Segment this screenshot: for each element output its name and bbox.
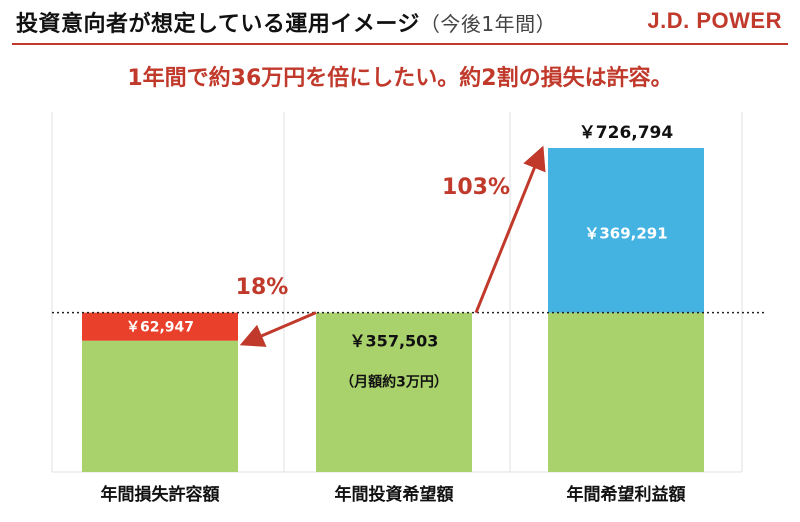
category-label-2: 年間希望利益額 [567, 484, 686, 505]
loss-arrow [239, 311, 317, 347]
category-label-1: 年間投資希望額 [335, 484, 454, 505]
title-main: 投資意向者が想定している運用イメージ [16, 12, 420, 37]
label-gain-pct: 103% [442, 175, 510, 200]
chart-subtitle: 1年間で約36万円を倍にしたい。約2割の損失は許容。 [127, 66, 673, 91]
bars-layer [82, 148, 704, 472]
bar-base-1 [316, 312, 472, 472]
title-rule [12, 43, 788, 45]
label-investment-note: （月額約3万円） [340, 374, 448, 391]
label-loss-pct: 18% [236, 275, 289, 300]
bar-top-2 [548, 148, 704, 313]
title-period: （今後1年間） [419, 12, 557, 36]
arrows-layer [239, 145, 546, 347]
gain-arrow [474, 145, 546, 314]
bar-base-2 [548, 312, 704, 472]
page-title: 投資意向者が想定している運用イメージ（今後1年間） [16, 6, 556, 38]
bar-top-0 [82, 312, 238, 341]
label-gain-value: ￥369,291 [584, 224, 667, 242]
bar-base-0 [82, 340, 238, 472]
label-loss-value: ￥62,947 [126, 320, 194, 336]
labels-layer: ￥62,947 ￥357,503 （月額約3万円） ￥369,291 ￥726,794 1… [101, 123, 686, 505]
label-investment-value: ￥357,503 [350, 332, 439, 351]
brand-logo: J.D. POWER [647, 8, 782, 33]
label-total-value: ￥726,794 [579, 123, 674, 143]
category-label-0: 年間損失許容額 [101, 484, 220, 505]
